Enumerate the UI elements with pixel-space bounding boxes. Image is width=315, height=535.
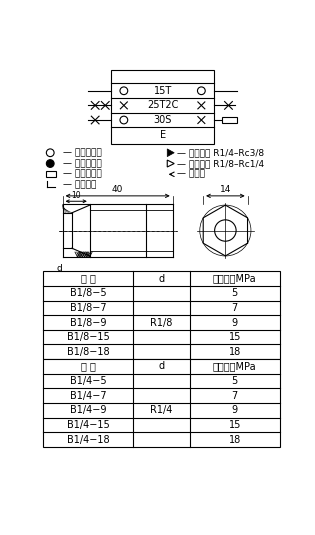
Text: 7: 7 [232, 391, 238, 401]
Polygon shape [167, 160, 174, 167]
Bar [112, 71, 214, 143]
Bar [43, 359, 280, 447]
Text: d: d [158, 362, 164, 371]
Text: 5: 5 [232, 376, 238, 386]
Text: 型 式: 型 式 [81, 362, 95, 371]
Text: B1/8−7: B1/8−7 [70, 303, 106, 313]
Text: 10: 10 [72, 190, 81, 200]
Circle shape [46, 159, 54, 167]
Text: — 溢流指示器: — 溢流指示器 [63, 159, 101, 168]
Text: 18: 18 [229, 434, 241, 445]
Text: 15: 15 [228, 332, 241, 342]
Text: B1/4−18: B1/4−18 [67, 434, 110, 445]
Text: 25T2C: 25T2C [147, 101, 178, 110]
Text: 9: 9 [232, 406, 238, 415]
Text: 型 式: 型 式 [81, 273, 95, 284]
Text: 9: 9 [232, 318, 238, 327]
Text: — 出油口: — 出油口 [177, 170, 205, 179]
Text: 7: 7 [232, 303, 238, 313]
Text: d: d [158, 273, 164, 284]
Bar [46, 171, 56, 178]
Text: B1/8−5: B1/8−5 [70, 288, 106, 299]
Text: B1/4−15: B1/4−15 [67, 420, 110, 430]
Text: — 内外接头 R1/4–Rc3/8: — 内外接头 R1/4–Rc3/8 [177, 148, 265, 157]
Text: 设定压力MPa: 设定压力MPa [213, 273, 256, 284]
Text: R1/4: R1/4 [150, 406, 173, 415]
Text: 14: 14 [220, 185, 231, 194]
Text: — 循环指示器: — 循环指示器 [63, 170, 101, 179]
Text: — 超压指示器: — 超压指示器 [63, 148, 101, 157]
Text: B1/4−9: B1/4−9 [70, 406, 106, 415]
Bar [43, 271, 280, 359]
Text: B1/4−7: B1/4−7 [70, 391, 106, 401]
Text: 30S: 30S [153, 115, 172, 125]
Text: — 循环开关: — 循环开关 [63, 181, 96, 189]
Text: B1/8−9: B1/8−9 [70, 318, 106, 327]
Text: 18: 18 [229, 347, 241, 357]
Bar [221, 117, 237, 124]
Text: 15T: 15T [153, 86, 172, 96]
Text: 15: 15 [228, 420, 241, 430]
Text: B1/8−18: B1/8−18 [67, 347, 110, 357]
Polygon shape [167, 149, 174, 157]
Text: — 内外接头 R1/8–Rc1/4: — 内外接头 R1/8–Rc1/4 [177, 159, 265, 168]
Text: 5: 5 [232, 288, 238, 299]
Text: B1/4−5: B1/4−5 [70, 376, 106, 386]
Text: R1/8: R1/8 [150, 318, 173, 327]
Text: B1/8−15: B1/8−15 [67, 332, 110, 342]
Text: d: d [57, 264, 62, 273]
Text: E: E [159, 131, 166, 140]
Text: 设定压力MPa: 设定压力MPa [213, 362, 256, 371]
Text: 40: 40 [112, 185, 123, 194]
